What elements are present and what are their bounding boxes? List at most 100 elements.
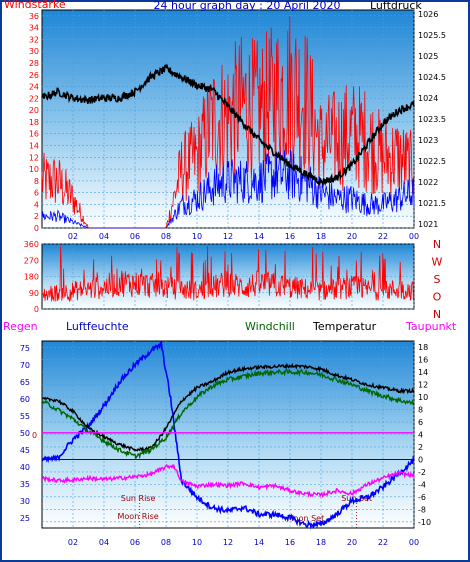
wind-tick-label: 26 (29, 71, 39, 80)
temperature-tick-label: 8 (418, 406, 423, 415)
pressure-line (41, 63, 415, 188)
wind-tick-label: 16 (29, 130, 39, 139)
time-tick-label: 22 (378, 232, 388, 241)
wind-tick-label: 2 (34, 212, 39, 221)
compass-label: S (434, 273, 441, 286)
pressure-tick-label: 1024 (418, 94, 438, 103)
time-tick-label: 00 (409, 232, 419, 241)
temperature-tick-label: -8 (418, 505, 426, 514)
humidity-tick-label: 45 (20, 446, 30, 455)
humidity-tick-label: 30 (20, 497, 30, 506)
wind-tick-label: 14 (29, 142, 39, 151)
temperature-tick-label: -10 (418, 518, 431, 527)
wind-tick-label: 6 (34, 189, 39, 198)
temp-time-tick-label: 12 (223, 538, 233, 547)
wind-pressure-grid (42, 10, 415, 229)
wind-tick-label: 32 (29, 35, 39, 44)
pressure-tick-label: 1025.5 (418, 31, 446, 40)
humidity-tick-label: 55 (20, 412, 30, 421)
wind-tick-label: 24 (29, 83, 39, 92)
humidity-tick-label: 35 (20, 480, 30, 489)
regen-legend: Regen (3, 320, 38, 333)
temperature-tick-label: 0 (418, 455, 423, 464)
time-tick-label: 02 (68, 232, 78, 241)
time-tick-label: 14 (254, 232, 264, 241)
temperature-line (41, 362, 415, 453)
temperature-tick-label: 4 (418, 431, 423, 440)
pressure-tick-label: 1022 (418, 178, 438, 187)
temperature-tick-label: 18 (418, 343, 428, 352)
compass-label: W (432, 256, 443, 269)
temp-time-tick-label: 20 (347, 538, 357, 547)
pressure-tick-label: 1026 (418, 10, 438, 19)
temperature-tick-label: 10 (418, 393, 428, 402)
wind-direction-left-axis: 0 90 180 270 360 (24, 240, 39, 314)
time-tick-label: 12 (223, 232, 233, 241)
direction-tick-label: 0 (34, 305, 39, 314)
pressure-tick-label: 1025 (418, 52, 438, 61)
humidity-tick-label: 75 (20, 344, 30, 353)
moon-set-label: Moon Set (287, 514, 324, 523)
wind-tick-label: 4 (34, 200, 39, 209)
temperature-tick-label: 14 (418, 368, 428, 377)
temp-time-tick-label: 10 (192, 538, 202, 547)
pressure-tick-label: 1022.5 (418, 157, 446, 166)
temperature-tick-label: 6 (418, 418, 423, 427)
temp-time-tick-label: 02 (68, 538, 78, 547)
dewpoint-line (41, 463, 415, 499)
pressure-axis-title: Luftdruck (370, 0, 422, 12)
temp-time-tick-label: 04 (99, 538, 109, 547)
chart-title: 24 hour graph day : 20 April 2020 (154, 0, 341, 12)
wind-tick-label: 18 (29, 118, 39, 127)
time-tick-label: 10 (192, 232, 202, 241)
humidity-tick-label: 50 (20, 429, 30, 438)
pressure-tick-label: 1021.5 (418, 199, 446, 208)
direction-tick-label: 360 (24, 240, 39, 249)
temp-time-tick-label: 06 (130, 538, 140, 547)
time-tick-label: 16 (285, 232, 295, 241)
wind-avg-line (41, 149, 415, 229)
wind-tick-label: 20 (29, 106, 39, 115)
wind-tick-label: 36 (29, 12, 39, 21)
wind-tick-label: 0 (34, 224, 39, 233)
compass-label: N (433, 308, 441, 321)
wind-tick-label: 22 (29, 94, 39, 103)
temperature-tick-label: -2 (418, 468, 426, 477)
wind-pressure-series (41, 16, 415, 229)
compass-label: N (433, 238, 441, 251)
sun-rise-label: Sun Rise (121, 494, 156, 503)
wind-tick-label: 34 (29, 24, 39, 33)
temperatur-legend: Temperatur (312, 320, 377, 333)
temp-time-tick-label: 14 (254, 538, 264, 547)
wind-axis-title: Windstärke (4, 0, 66, 11)
humidity-tick-label: 60 (20, 395, 30, 404)
direction-tick-label: 180 (24, 273, 39, 282)
temp-time-tick-label: 22 (378, 538, 388, 547)
wind-time-axis: 02 04 06 08 10 12 14 16 18 20 22 00 (68, 232, 419, 241)
temp-time-tick-label: 16 (285, 538, 295, 547)
time-tick-label: 20 (347, 232, 357, 241)
direction-tick-label: 270 (24, 256, 39, 265)
time-tick-label: 08 (161, 232, 171, 241)
luftfeuchte-legend: Luftfeuchte (66, 320, 129, 333)
temperature-tick-label: 16 (418, 356, 428, 365)
moon-rise-label: Moon Rise (118, 512, 159, 521)
pressure-tick-label: 1024.5 (418, 73, 446, 82)
time-tick-label: 18 (316, 232, 326, 241)
temp-time-tick-label: 00 (409, 538, 419, 547)
time-tick-label: 04 (99, 232, 109, 241)
wind-tick-label: 30 (29, 47, 39, 56)
temperature-tick-label: -6 (418, 493, 426, 502)
pressure-tick-label: 1023.5 (418, 115, 446, 124)
humidity-tick-label: 40 (20, 463, 30, 472)
compass-label: O (433, 291, 442, 304)
time-tick-label: 06 (130, 232, 140, 241)
windchill-legend: Windchill (245, 320, 295, 333)
taupunkt-legend: Taupunkt (405, 320, 457, 333)
